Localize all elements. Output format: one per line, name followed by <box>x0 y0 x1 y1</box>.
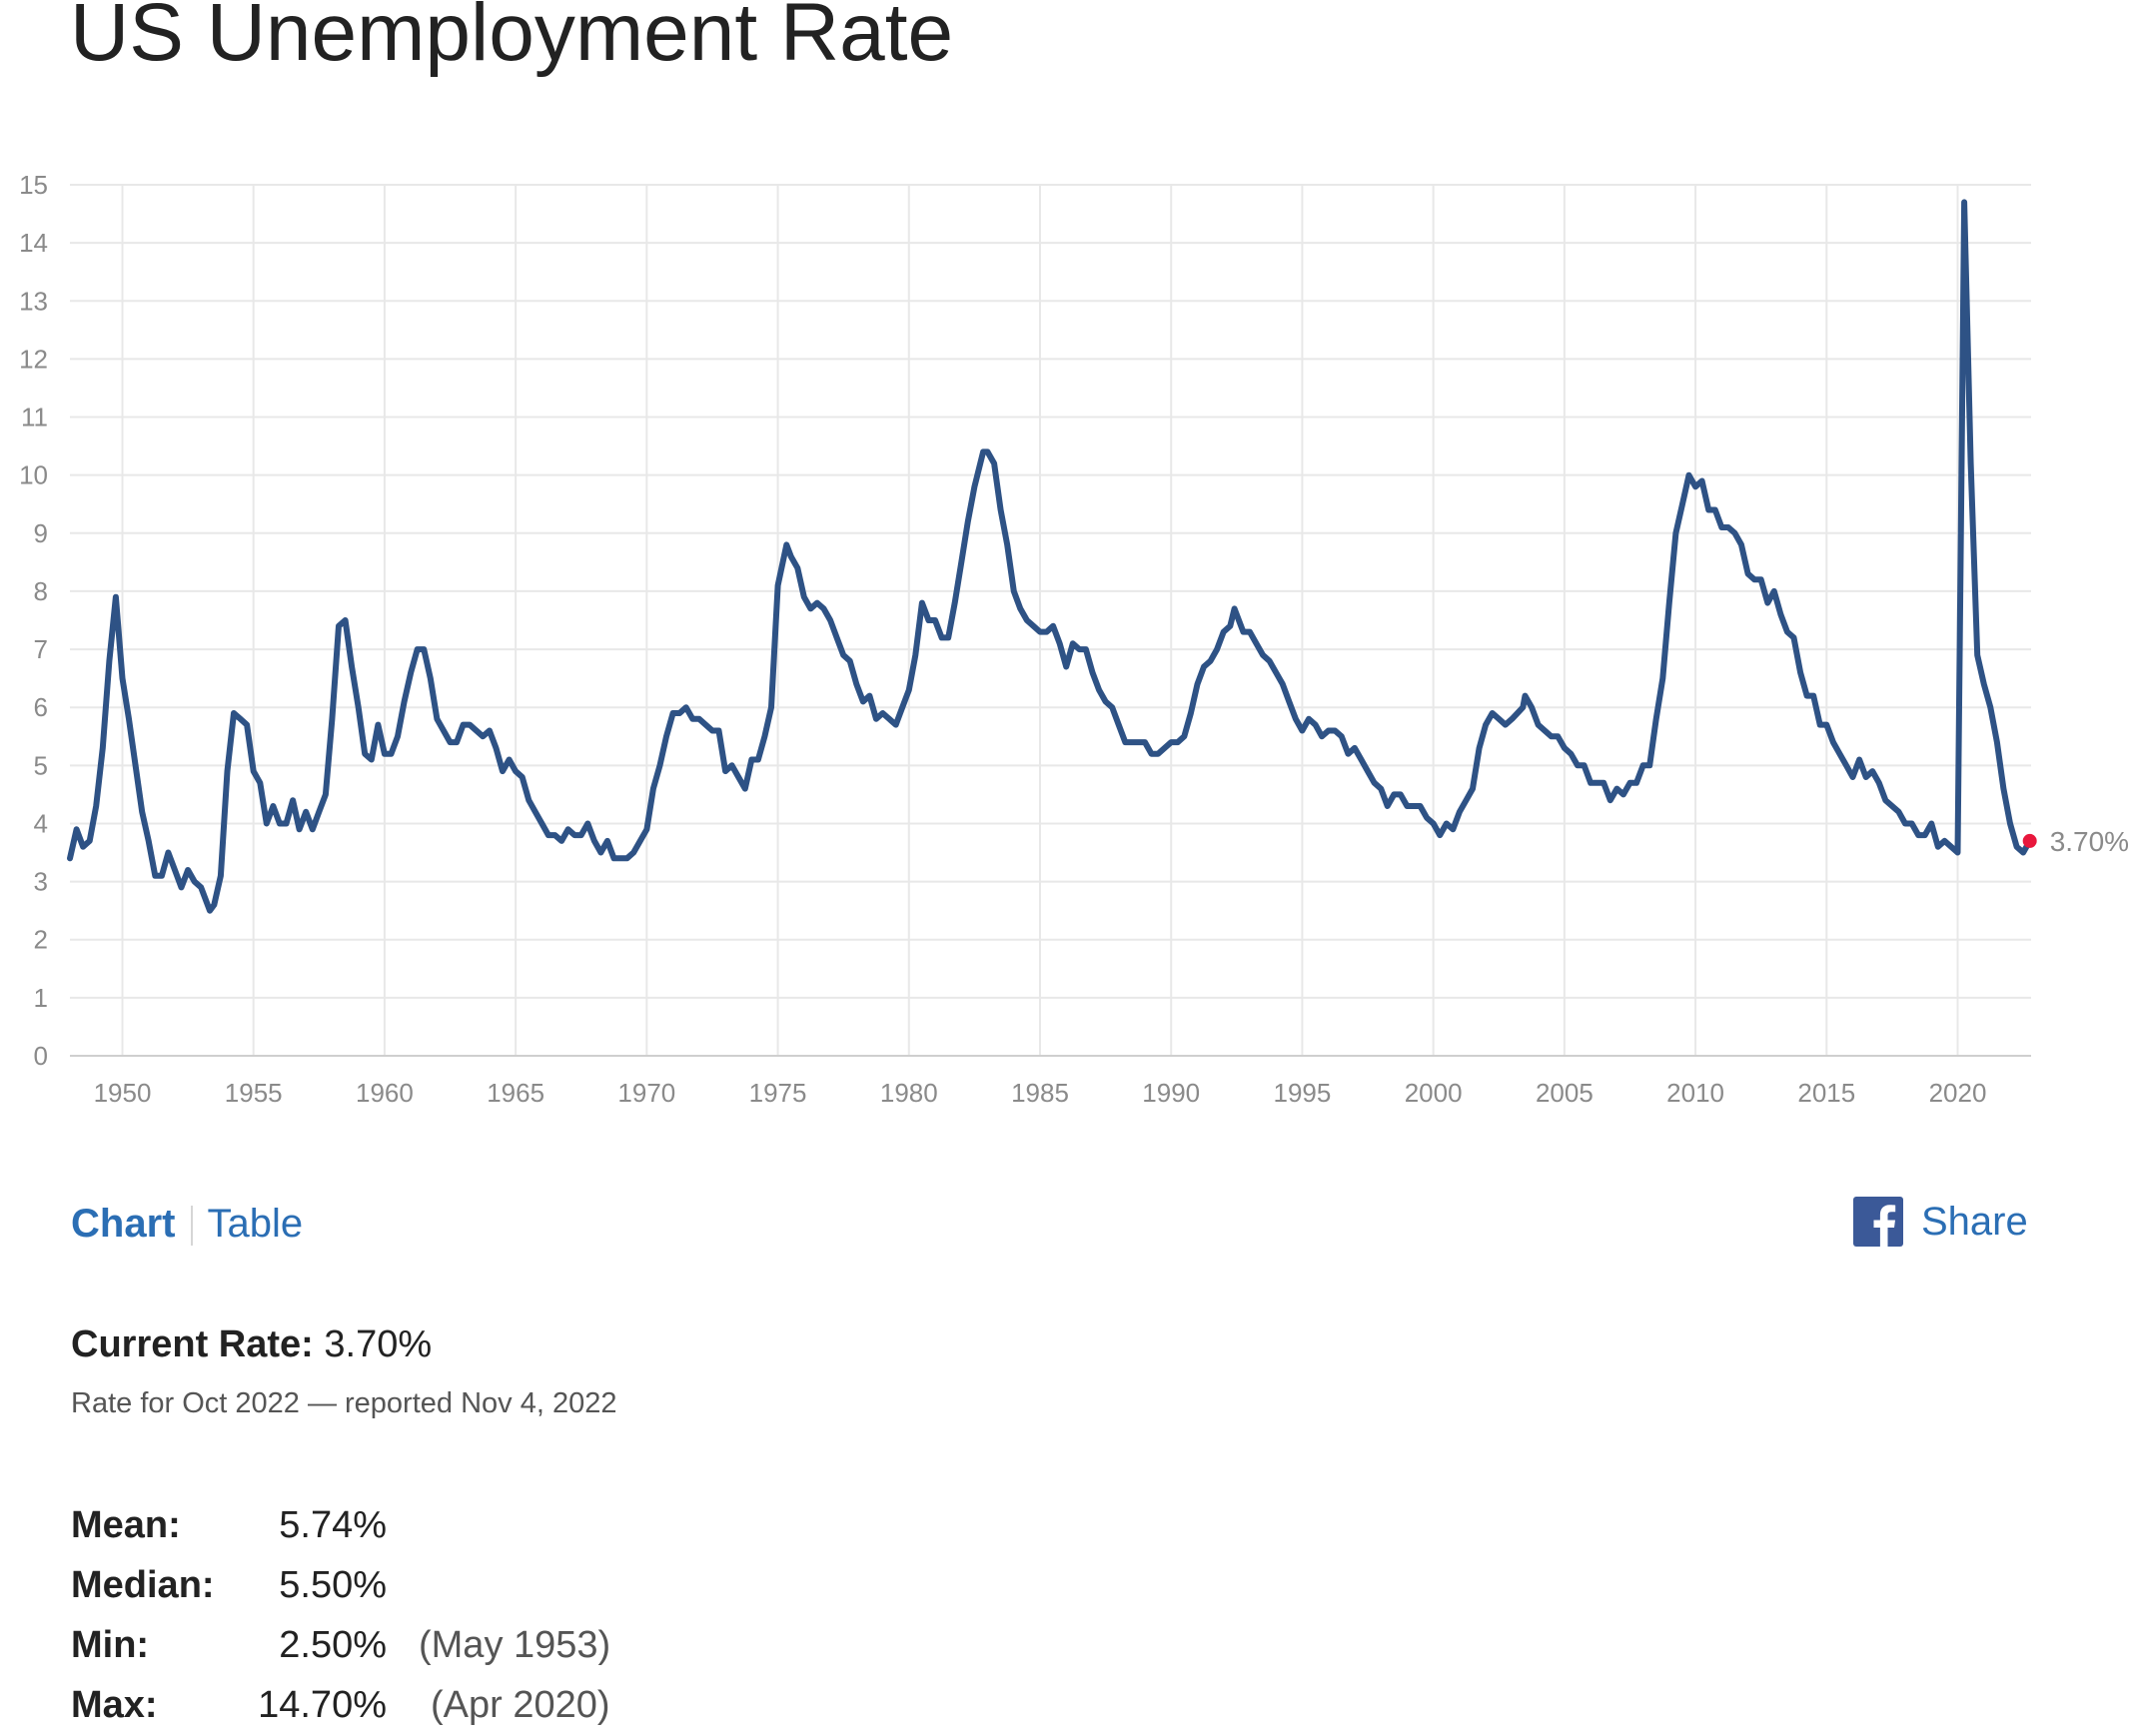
y-tick-label: 8 <box>34 576 48 606</box>
y-tick-label: 5 <box>34 750 48 780</box>
y-tick-label: 15 <box>19 170 48 200</box>
x-tick-label: 2020 <box>1929 1078 1987 1108</box>
current-rate: Current Rate: 3.70% <box>71 1321 432 1367</box>
y-tick-label: 7 <box>34 634 48 664</box>
x-tick-label: 1990 <box>1142 1078 1200 1108</box>
y-tick-label: 14 <box>19 228 48 258</box>
current-rate-subtext: Rate for Oct 2022 — reported Nov 4, 2022 <box>71 1387 617 1419</box>
current-rate-label: Current Rate: <box>71 1323 314 1365</box>
current-rate-value: 3.70% <box>324 1323 433 1365</box>
y-tick-label: 13 <box>19 286 48 316</box>
x-tick-label: 1970 <box>617 1078 675 1108</box>
share-label: Share <box>1921 1200 2028 1244</box>
stat-value-min: 2.50% <box>279 1624 387 1666</box>
x-tick-label: 1975 <box>749 1078 807 1108</box>
x-tick-label: 1995 <box>1274 1078 1332 1108</box>
stat-label-median: Median: <box>71 1564 215 1606</box>
y-tick-label: 4 <box>34 808 48 838</box>
stat-value-median: 5.50% <box>279 1564 387 1606</box>
tab-table[interactable]: Table <box>207 1202 304 1246</box>
y-tick-label: 9 <box>34 518 48 548</box>
stat-date-min: (May 1953) <box>419 1624 611 1666</box>
facebook-icon <box>1853 1197 1903 1247</box>
share-button[interactable]: Share <box>1853 1197 2028 1247</box>
tab-divider <box>191 1206 194 1247</box>
y-tick-label: 2 <box>34 925 48 955</box>
latest-value-label: 3.70% <box>2050 826 2129 857</box>
x-tick-label: 2000 <box>1405 1078 1463 1108</box>
stat-label-min: Min: <box>71 1624 150 1666</box>
stat-date-max: (Apr 2020) <box>431 1684 610 1726</box>
y-tick-label: 0 <box>34 1041 48 1071</box>
tab-chart[interactable]: Chart <box>71 1202 176 1246</box>
x-tick-label: 2010 <box>1666 1078 1724 1108</box>
x-tick-label: 1960 <box>356 1078 414 1108</box>
page-title: US Unemployment Rate <box>70 0 954 78</box>
x-tick-label: 2015 <box>1797 1078 1855 1108</box>
y-tick-label: 10 <box>19 460 48 490</box>
stat-value-max: 14.70% <box>258 1684 387 1726</box>
x-tick-label: 1950 <box>94 1078 152 1108</box>
stat-label-max: Max: <box>71 1684 158 1726</box>
x-tick-label: 1980 <box>880 1078 938 1108</box>
y-tick-label: 12 <box>19 344 48 374</box>
stat-label-mean: Mean: <box>71 1504 181 1546</box>
view-tabs: Chart Table <box>71 1199 303 1249</box>
y-tick-label: 6 <box>34 692 48 722</box>
x-tick-label: 1955 <box>225 1078 283 1108</box>
x-tick-label: 2005 <box>1536 1078 1594 1108</box>
y-tick-label: 11 <box>21 403 48 433</box>
y-tick-label: 3 <box>34 867 48 897</box>
latest-value-marker[interactable] <box>2022 833 2037 848</box>
x-tick-label: 1965 <box>487 1078 544 1108</box>
grid-lines <box>70 184 2031 1057</box>
series-line-unemployment[interactable] <box>67 199 2033 914</box>
stat-value-mean: 5.74% <box>279 1504 387 1546</box>
x-axis-tick-labels: 1950 1955 1960 1965 1970 1975 1980 1985 1990 1995… <box>94 1078 1987 1108</box>
x-tick-label: 1985 <box>1011 1078 1069 1108</box>
y-tick-label: 1 <box>34 983 48 1013</box>
